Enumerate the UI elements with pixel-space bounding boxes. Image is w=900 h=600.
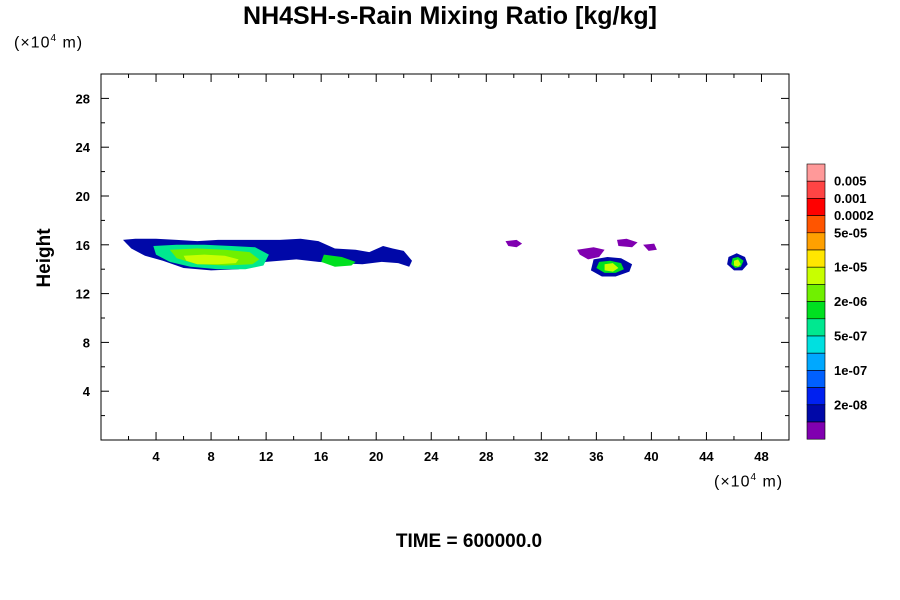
- legend-swatch-12: [806, 370, 826, 388]
- legend-swatch-15: [806, 421, 826, 440]
- y-unit-prefix: (×10: [14, 34, 51, 52]
- legend-label: 2e-06: [834, 294, 867, 309]
- legend-swatch-14: [806, 404, 826, 423]
- y-unit-exponent: 4: [50, 33, 58, 44]
- x-tick-label: 32: [534, 449, 548, 464]
- contour-region-4: [321, 254, 356, 267]
- legend-swatch-11: [806, 352, 826, 371]
- y-tick-label: 28: [76, 91, 90, 106]
- legend-swatch-0: [806, 163, 826, 182]
- y-axis-label: Height: [34, 228, 55, 288]
- legend-label: 1e-05: [834, 260, 867, 275]
- legend-label: 0.0002: [834, 208, 874, 223]
- legend-swatch-9: [806, 318, 826, 337]
- legend-label: 0.001: [834, 191, 867, 206]
- y-tick-label: 4: [83, 384, 91, 399]
- x-tick-label: 28: [479, 449, 493, 464]
- legend-swatch-2: [806, 198, 826, 216]
- color-legend: 0.005 0.001 0.0002 5e-05 1e-05 2e-06 5e-07 1e-0…: [806, 163, 874, 440]
- legend-swatch-10: [806, 335, 826, 354]
- x-tick-label: 8: [207, 449, 214, 464]
- x-unit-prefix: (×10: [714, 473, 751, 491]
- chart-title: NH4SH-s-Rain Mixing Ratio [kg/kg]: [243, 2, 657, 30]
- contour-region-14: [734, 259, 741, 267]
- y-unit-suffix: m): [57, 34, 84, 52]
- contour-region-3: [183, 254, 239, 265]
- plot-content: [123, 238, 748, 277]
- y-tick-label: 16: [76, 238, 90, 253]
- legend-swatch-3: [806, 215, 826, 234]
- x-axis-unit: (×104 m): [714, 472, 783, 491]
- legend-swatch-8: [806, 301, 826, 320]
- legend-label: 5e-05: [834, 225, 867, 240]
- legend-label: 0.005: [834, 174, 867, 189]
- legend-label: 2e-08: [834, 397, 867, 412]
- plot-frame: [100, 73, 790, 441]
- legend-swatch-5: [806, 249, 826, 268]
- contour-region-7: [617, 238, 638, 248]
- y-tick-label: 12: [76, 287, 90, 302]
- legend-swatch-6: [806, 266, 826, 285]
- legend-label: 1e-07: [834, 363, 867, 378]
- y-tick-label: 8: [83, 335, 90, 350]
- y-tick-label: 20: [76, 189, 90, 204]
- y-tick-label: 24: [76, 140, 91, 155]
- contour-region-11: [604, 263, 619, 272]
- x-tick-label: 48: [754, 449, 768, 464]
- time-label: TIME = 600000.0: [395, 531, 543, 552]
- y-axis-unit: (×104 m): [14, 33, 83, 52]
- x-tick-label: 12: [259, 449, 273, 464]
- x-tick-label: 24: [424, 449, 439, 464]
- contour-region-6: [577, 247, 605, 260]
- x-unit-suffix: m): [757, 473, 784, 491]
- x-tick-label: 40: [644, 449, 658, 464]
- x-tick-label: 36: [589, 449, 603, 464]
- contour-region-8: [643, 243, 657, 251]
- contour-region-5: [505, 239, 523, 248]
- legend-label: 5e-07: [834, 329, 867, 344]
- x-tick-label: 44: [699, 449, 714, 464]
- legend-swatch-1: [806, 180, 826, 199]
- x-tick-label: 16: [314, 449, 328, 464]
- legend-swatch-13: [806, 387, 826, 406]
- x-tick-label: 20: [369, 449, 383, 464]
- legend-swatch-4: [806, 232, 826, 251]
- x-tick-label: 4: [152, 449, 160, 464]
- x-unit-exponent: 4: [750, 472, 758, 483]
- legend-swatch-7: [806, 284, 826, 302]
